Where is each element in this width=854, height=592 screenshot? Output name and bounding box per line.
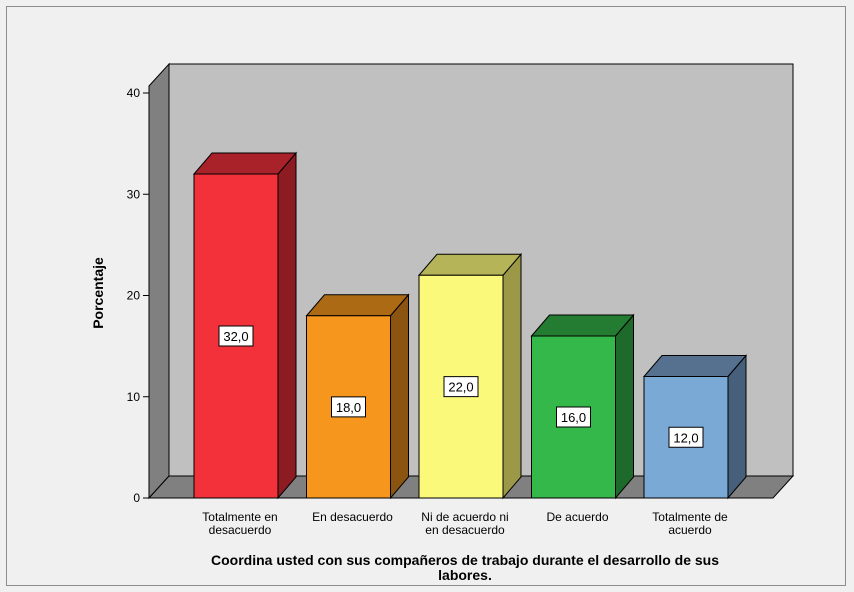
x-tick-label: Totalmente en desacuerdo xyxy=(202,510,277,537)
x-tick-label: De acuerdo xyxy=(546,510,608,524)
bar-2: 18,0 xyxy=(307,295,409,498)
bar-side xyxy=(503,254,521,498)
bar-top xyxy=(419,254,521,275)
bar-side xyxy=(728,356,746,499)
x-axis-labels: Totalmente en desacuerdo En desacuerdo Ni d… xyxy=(202,510,728,537)
bar-top xyxy=(194,153,296,174)
x-tick-label: En desacuerdo xyxy=(312,510,393,524)
data-label: 12,0 xyxy=(673,430,698,445)
y-axis-title: Porcentaje xyxy=(90,257,106,329)
x-tick-label: Ni de acuerdo ni en desacuerdo xyxy=(421,510,508,537)
data-label: 16,0 xyxy=(561,410,586,425)
y-tick-label: 10 xyxy=(127,390,141,404)
y-tick-label: 30 xyxy=(127,187,141,201)
bar-chart: 0 10 20 30 40 32,0 18,0 22,0 16,0 12,0 Totalment… xyxy=(7,7,847,587)
y-axis: 0 10 20 30 40 xyxy=(127,86,149,505)
bar-5: 12,0 xyxy=(644,356,746,499)
bar-top xyxy=(532,315,634,336)
y-tick-label: 0 xyxy=(133,491,140,505)
bar-top xyxy=(644,356,746,377)
bar-side xyxy=(278,153,296,498)
bar-side xyxy=(616,315,634,498)
y-tick-label: 20 xyxy=(127,289,141,303)
bar-side xyxy=(391,295,409,498)
x-tick-label: Totalmente de acuerdo xyxy=(652,510,728,537)
data-label: 18,0 xyxy=(336,400,361,415)
x-axis-title: Coordina usted con sus compañeros de tra… xyxy=(211,552,719,583)
y-tick-label: 40 xyxy=(127,86,141,100)
bar-1: 32,0 xyxy=(194,153,296,498)
chart-frame: 0 10 20 30 40 32,0 18,0 22,0 16,0 12,0 Totalment… xyxy=(6,6,846,586)
bar-top xyxy=(307,295,409,316)
data-label: 32,0 xyxy=(223,329,248,344)
side-wall xyxy=(149,64,169,498)
data-label: 22,0 xyxy=(448,380,473,395)
bar-4: 16,0 xyxy=(532,315,634,498)
bar-3: 22,0 xyxy=(419,254,521,498)
